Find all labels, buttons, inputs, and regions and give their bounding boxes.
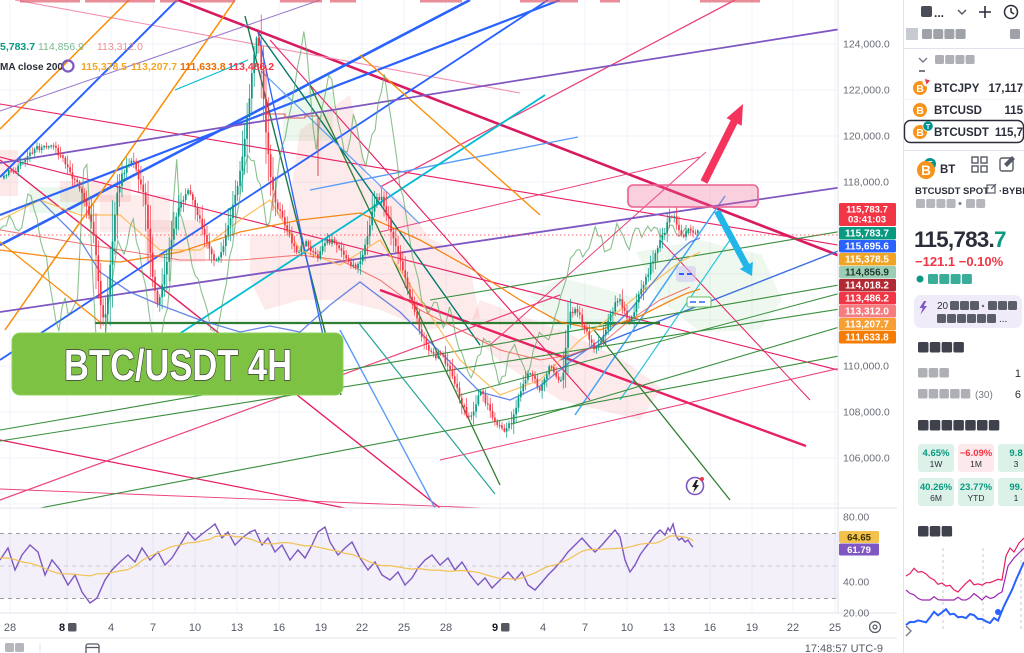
svg-text:T: T — [926, 124, 931, 131]
svg-text:03:41:03: 03:41:03 — [848, 215, 886, 226]
svg-text:BTCUSDT SPOT: BTCUSDT SPOT — [915, 186, 989, 197]
svg-text:4.65%: 4.65% — [923, 448, 950, 459]
svg-text:115,695.6: 115,695.6 — [845, 242, 889, 253]
svg-text:115,783.7: 115,783.7 — [914, 227, 1006, 252]
svg-text:40.00: 40.00 — [843, 577, 869, 589]
svg-text:111,633.8: 111,633.8 — [180, 61, 226, 73]
svg-text:BTCUSDT: BTCUSDT — [934, 127, 989, 139]
svg-text:114,856.9: 114,856.9 — [38, 41, 84, 53]
svg-text:114,856.9: 114,856.9 — [845, 268, 889, 279]
svg-text:17,117: 17,117 — [988, 83, 1023, 95]
svg-text:113,486.2: 113,486.2 — [845, 294, 889, 305]
svg-text:13: 13 — [231, 622, 243, 634]
svg-text:20.00: 20.00 — [843, 608, 869, 620]
svg-text:113,312.0: 113,312.0 — [845, 307, 889, 318]
svg-text:115,7: 115,7 — [995, 127, 1023, 139]
svg-text:19: 19 — [315, 622, 327, 634]
svg-text:20: 20 — [937, 301, 949, 312]
svg-text:BT: BT — [940, 164, 955, 176]
svg-text:40.26%: 40.26% — [920, 482, 953, 493]
svg-text:108,000.0: 108,000.0 — [843, 407, 890, 419]
svg-text:28: 28 — [4, 622, 16, 634]
svg-text:122,000.0: 122,000.0 — [843, 85, 890, 97]
svg-text:1M: 1M — [970, 459, 982, 469]
svg-text:22: 22 — [787, 622, 799, 634]
svg-text:10: 10 — [621, 622, 633, 634]
svg-text:8: 8 — [59, 622, 65, 634]
svg-text:110,000.0: 110,000.0 — [843, 361, 889, 373]
svg-text:22: 22 — [356, 622, 368, 634]
svg-text:(30): (30) — [975, 390, 993, 401]
svg-text:25: 25 — [829, 622, 841, 634]
svg-text:115,783.7: 115,783.7 — [845, 229, 889, 240]
svg-text:6: 6 — [1015, 389, 1021, 401]
svg-text:16: 16 — [273, 622, 285, 634]
svg-text:9: 9 — [492, 622, 498, 634]
svg-text:1: 1 — [1015, 368, 1021, 380]
svg-text:99.: 99. — [1009, 482, 1022, 493]
svg-text:1W: 1W — [930, 459, 943, 469]
svg-text:YTD: YTD — [968, 493, 985, 503]
svg-text:120,000.0: 120,000.0 — [843, 131, 890, 143]
svg-text:6M: 6M — [930, 493, 942, 503]
svg-text:113,486.2: 113,486.2 — [228, 61, 274, 73]
svg-text:23.77%: 23.77% — [960, 482, 993, 493]
svg-text:124,000.0: 124,000.0 — [843, 39, 890, 51]
svg-text:·BYBIT: ·BYBIT — [999, 186, 1024, 197]
svg-text:17:48:57 UTC-9: 17:48:57 UTC-9 — [805, 643, 883, 653]
svg-text:16: 16 — [704, 622, 716, 634]
svg-text:1: 1 — [1014, 493, 1019, 503]
svg-text:115,378.5: 115,378.5 — [81, 61, 127, 73]
svg-text:BTCJPY: BTCJPY — [934, 83, 980, 95]
svg-text:113,312.0: 113,312.0 — [97, 41, 143, 53]
svg-text:118,000.0: 118,000.0 — [843, 177, 889, 189]
svg-text:...: ... — [934, 6, 944, 20]
svg-text:BTCUSD: BTCUSD — [934, 105, 982, 117]
svg-text:−6.09%: −6.09% — [960, 448, 993, 459]
svg-text:7: 7 — [582, 622, 588, 634]
svg-text:MA close 200: MA close 200 — [0, 62, 63, 73]
svg-text:106,000.0: 106,000.0 — [843, 453, 890, 465]
svg-text:28: 28 — [440, 622, 452, 634]
svg-text:114,018.2: 114,018.2 — [845, 281, 889, 292]
svg-text:7: 7 — [150, 622, 156, 634]
svg-text:9.8: 9.8 — [1009, 448, 1022, 459]
svg-text:10: 10 — [189, 622, 201, 634]
svg-text:115,783.7: 115,783.7 — [846, 205, 888, 216]
svg-text:64.65: 64.65 — [847, 533, 871, 544]
svg-text:61.79: 61.79 — [847, 545, 871, 556]
svg-text:111,633.8: 111,633.8 — [845, 333, 889, 344]
svg-text:B: B — [916, 83, 924, 95]
svg-text:B: B — [916, 105, 924, 117]
svg-text:B: B — [921, 163, 931, 178]
svg-text:113,207.7: 113,207.7 — [845, 320, 889, 331]
svg-text:3: 3 — [1014, 459, 1019, 469]
svg-text:113,207.7: 113,207.7 — [131, 61, 177, 73]
svg-text:B: B — [916, 127, 924, 139]
svg-text:25: 25 — [398, 622, 410, 634]
svg-text:BTC/USDT 4H: BTC/USDT 4H — [64, 341, 292, 390]
svg-text:−121.1 −0.10%: −121.1 −0.10% — [915, 254, 1004, 269]
svg-text:5,783.7: 5,783.7 — [0, 41, 35, 53]
svg-text:115: 115 — [1004, 105, 1023, 117]
svg-text:...: ... — [999, 314, 1007, 325]
svg-text:13: 13 — [663, 622, 675, 634]
svg-text:80.00: 80.00 — [843, 512, 869, 524]
svg-text:4: 4 — [108, 622, 114, 634]
svg-text:4: 4 — [540, 622, 546, 634]
svg-text:115,378.5: 115,378.5 — [845, 255, 889, 266]
svg-text:19: 19 — [746, 622, 758, 634]
